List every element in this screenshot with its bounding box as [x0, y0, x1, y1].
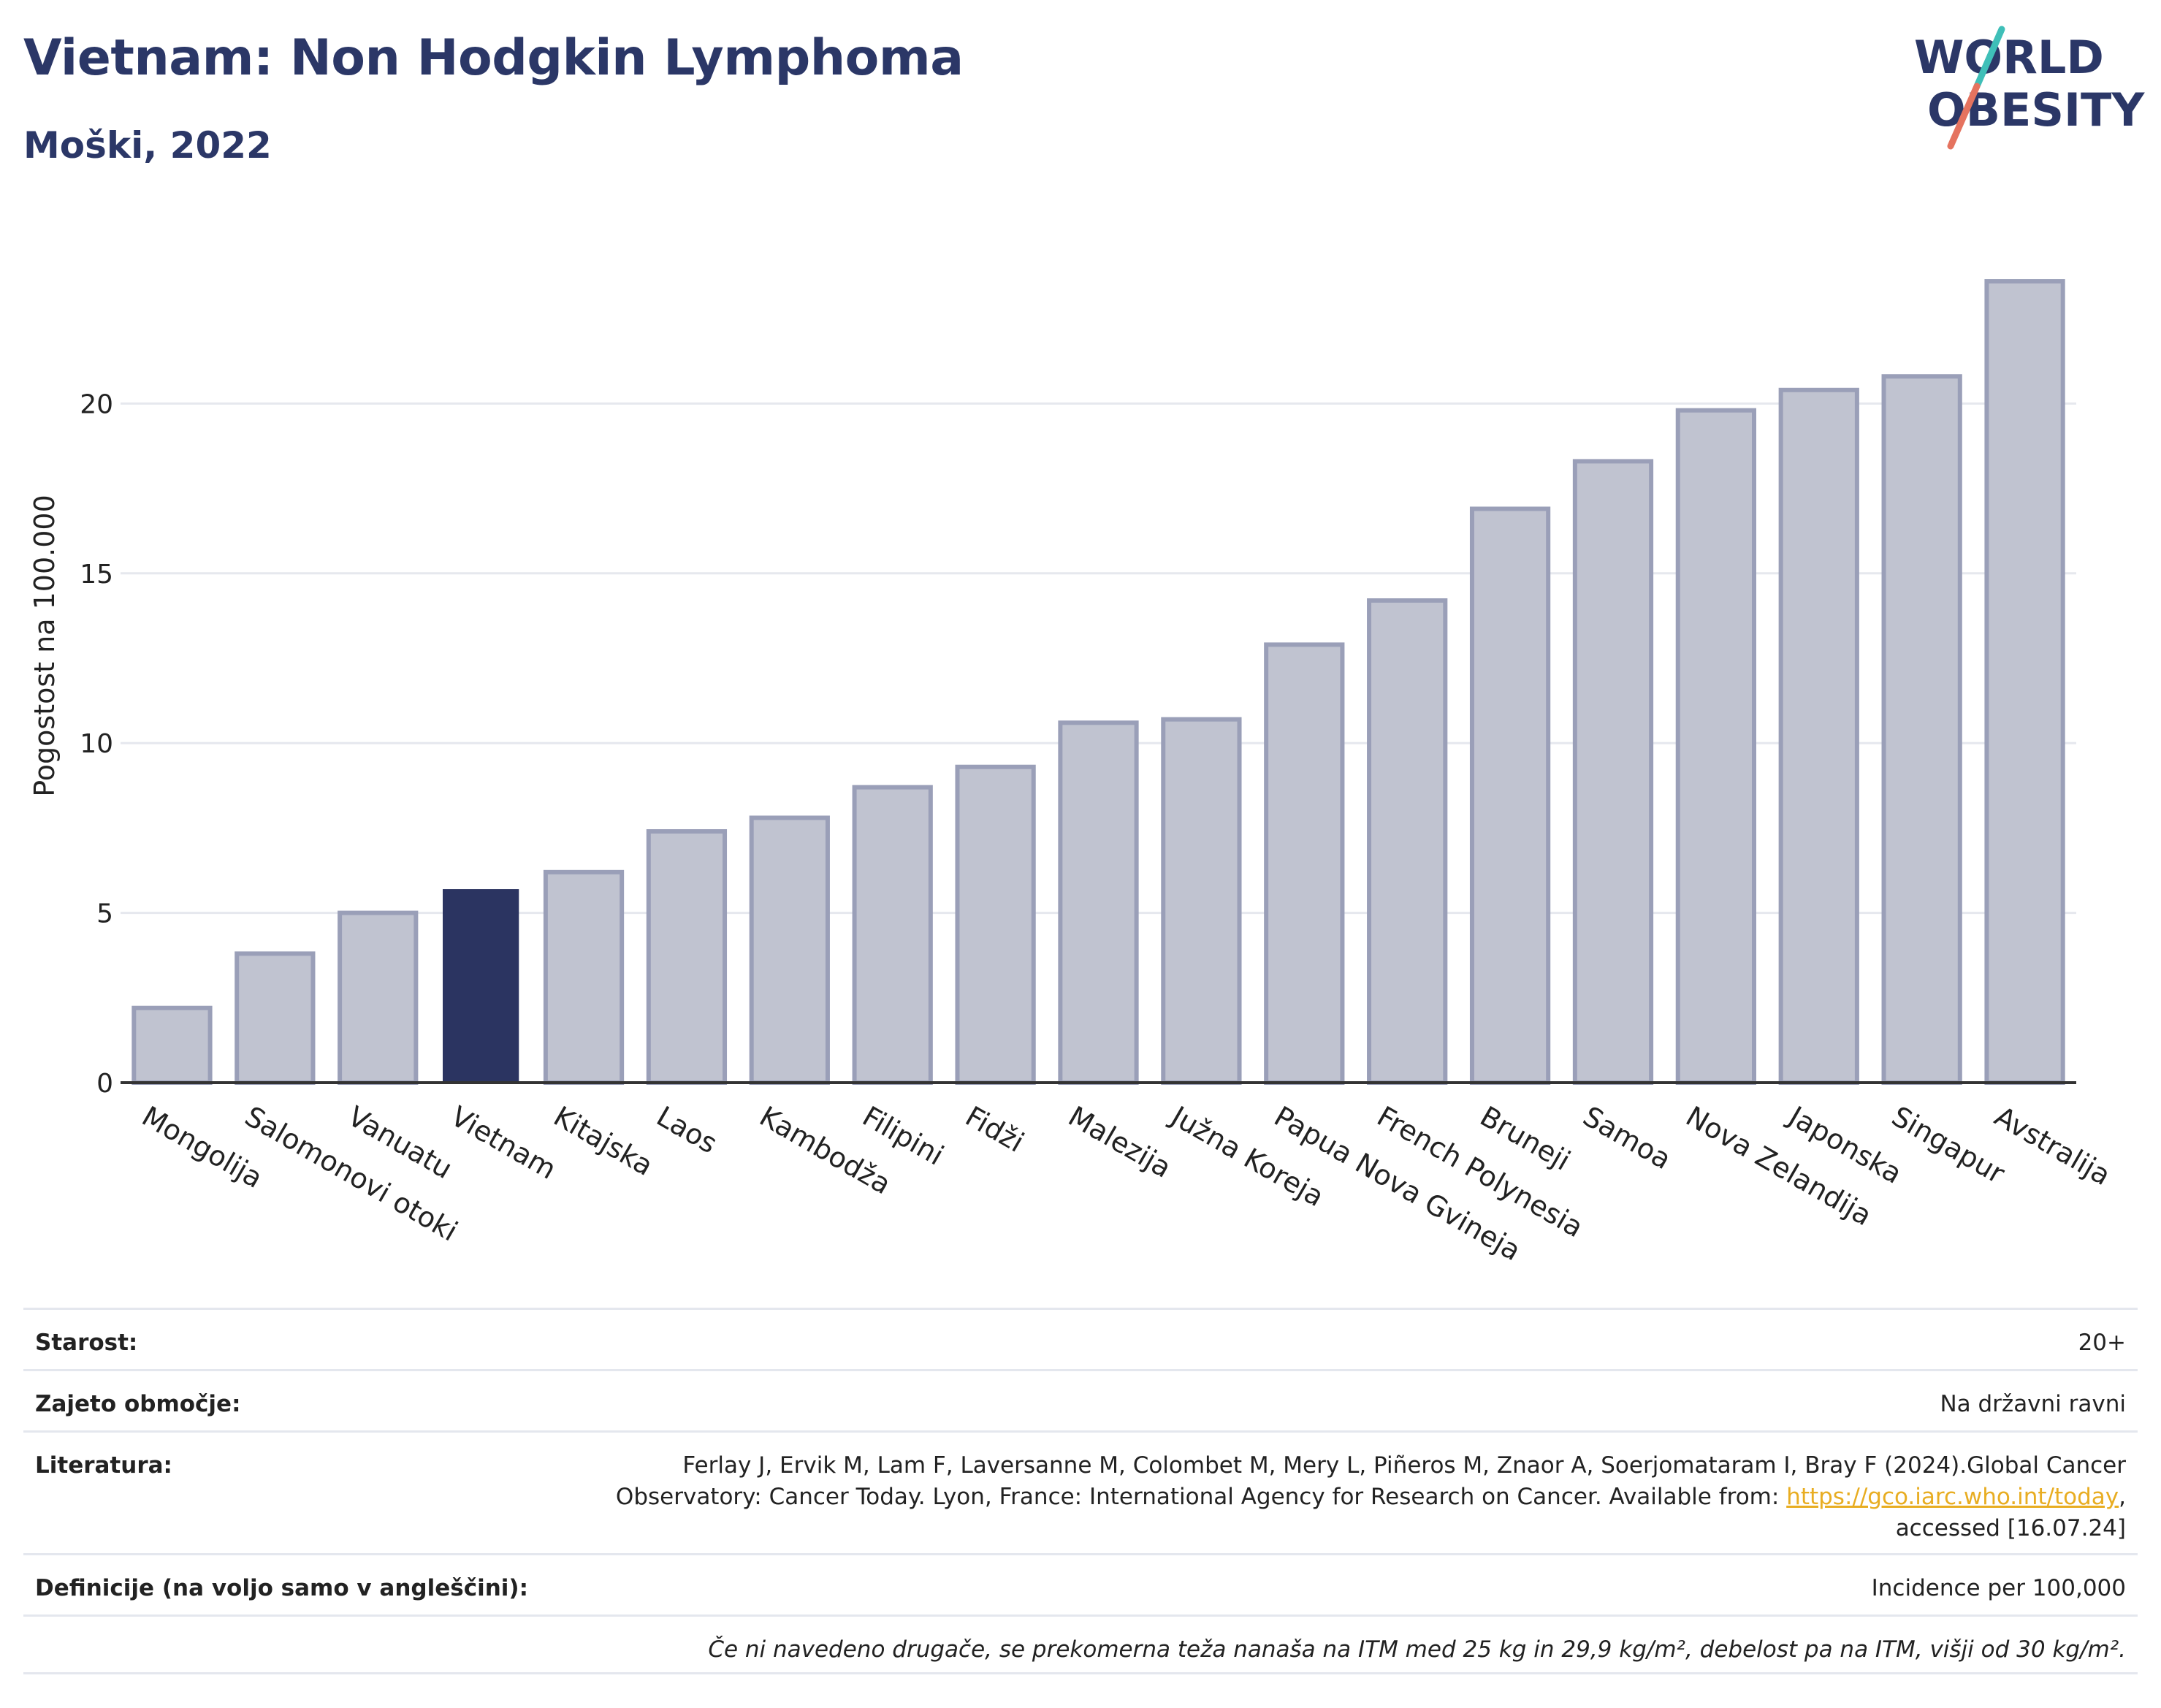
bar-japonska: [1778, 387, 1859, 1085]
info-row-age: Starost: 20+: [23, 1308, 2138, 1369]
bar-avstralija: [1984, 279, 2065, 1085]
bar-malezija: [1058, 720, 1139, 1085]
bar-nova-zelandija: [1675, 408, 1756, 1085]
reference-suffix: accessed [16.07.24]: [1895, 1515, 2126, 1541]
age-label: Starost:: [35, 1330, 138, 1356]
info-row-note: Če ni navedeno drugače, se prekomerna te…: [23, 1614, 2138, 1674]
bar-laos: [646, 829, 728, 1085]
x-tick-label: Vietnam: [446, 1100, 562, 1186]
x-tick-label: Singapur: [1886, 1100, 2011, 1190]
definitions-value: Incidence per 100,000: [1871, 1575, 2126, 1601]
bar-kambodža: [749, 815, 830, 1086]
definitions-label: Definicije (na voljo samo v angleščini):: [35, 1575, 528, 1601]
info-table: Starost: 20+ Zajeto območje: Na državni …: [23, 1308, 2138, 1674]
coverage-value: Na državni ravni: [1940, 1391, 2126, 1417]
y-tick-label: 20: [80, 389, 113, 419]
y-axis-label: Pogostost na 100.000: [28, 495, 61, 797]
obesity-note: Če ni navedeno drugače, se prekomerna te…: [708, 1636, 2126, 1663]
bar-papua-nova-gvineja: [1264, 642, 1345, 1085]
x-tick-label: Laos: [651, 1100, 723, 1160]
reference-value: Ferlay J, Ervik M, Lam F, Laversanne M, …: [615, 1452, 2126, 1541]
bar-french-polynesia: [1367, 598, 1448, 1085]
bar-mongolija: [132, 1005, 213, 1086]
x-tick-label: Nova Zelandija: [1680, 1100, 1877, 1232]
reference-text: Ferlay J, Ervik M, Lam F, Laversanne M, …: [615, 1452, 2126, 1510]
x-tick-label: Avstralija: [1989, 1100, 2116, 1192]
x-tick-label: Fidži: [960, 1100, 1029, 1159]
bar-vanuatu: [338, 910, 419, 1085]
x-tick-label: Samoa: [1577, 1100, 1676, 1176]
y-tick-label: 15: [80, 560, 113, 590]
bar-samoa: [1572, 459, 1654, 1085]
coverage-label: Zajeto območje:: [35, 1391, 241, 1417]
y-tick-label: 0: [96, 1069, 113, 1099]
reference-label: Literatura:: [35, 1452, 172, 1479]
chart-subtitle: Moški, 2022: [23, 124, 272, 167]
bar-kitajska: [543, 869, 625, 1085]
info-row-definitions: Definicije (na voljo samo v angleščini):…: [23, 1553, 2138, 1614]
bar-singapur: [1881, 374, 1962, 1085]
bar-bruneji: [1469, 506, 1551, 1085]
info-row-coverage: Zajeto območje: Na državni ravni: [23, 1369, 2138, 1430]
bar-fidži: [955, 764, 1036, 1085]
logo-text-world: WORLD: [1914, 31, 2104, 84]
info-row-reference: Literatura: Ferlay J, Ervik M, Lam F, La…: [23, 1430, 2138, 1553]
age-value: 20+: [2078, 1330, 2126, 1356]
bar-salomonovi-otoki: [235, 951, 316, 1085]
x-tick-label: Malezija: [1063, 1100, 1177, 1184]
reference-link[interactable]: https://gco.iarc.who.int/today: [1786, 1484, 2119, 1510]
chart-title: Vietnam: Non Hodgkin Lymphoma: [23, 29, 964, 87]
world-obesity-logo: WORLD OBESITY: [1914, 26, 2145, 150]
bars: [132, 279, 2065, 1086]
bar-filipini: [852, 785, 933, 1086]
bar-južna-koreja: [1161, 717, 1242, 1085]
y-tick-label: 5: [96, 899, 113, 929]
y-tick-label: 10: [80, 729, 113, 759]
x-tick-label: Kitajska: [549, 1100, 659, 1182]
bar-vietnam: [443, 889, 519, 1083]
